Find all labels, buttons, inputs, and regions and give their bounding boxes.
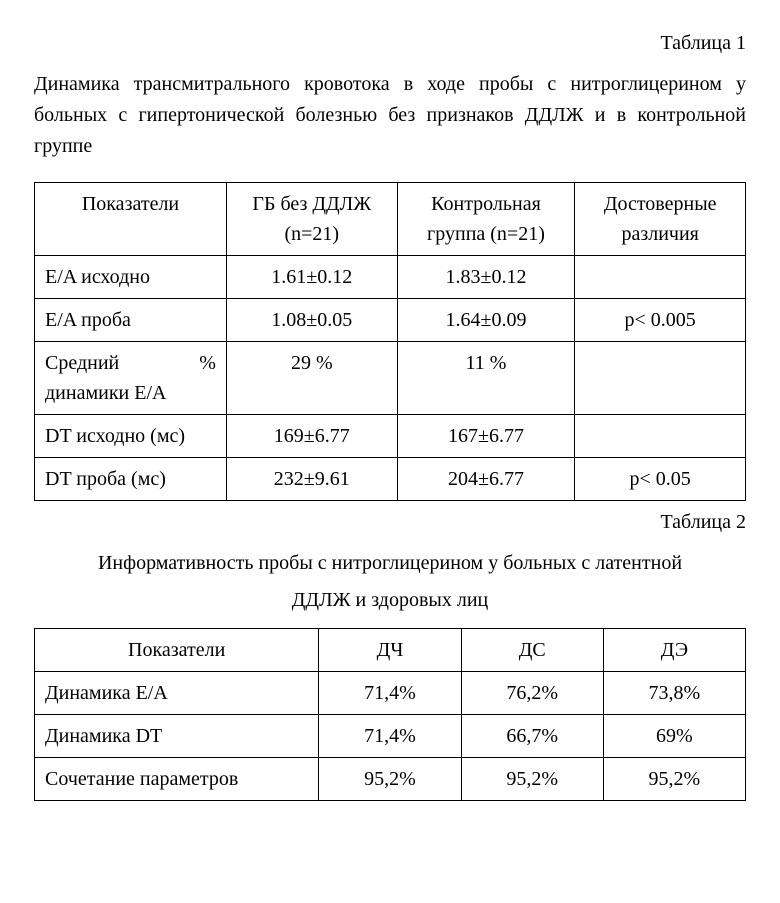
table1-col-header: Контрольная группа (n=21): [397, 183, 575, 256]
table1-cell-param: DT исходно (мc): [35, 415, 227, 458]
table-row: E/A проба 1.08±0.05 1.64±0.09 p< 0.005: [35, 299, 746, 342]
table2-cell-value: 95,2%: [461, 758, 603, 801]
table1-cell-value: 204±6.77: [397, 458, 575, 501]
table2-cell-value: 76,2%: [461, 672, 603, 715]
table1-cell-value: [575, 256, 746, 299]
table1-cell-value: 232±9.61: [226, 458, 397, 501]
table2-description-line2: ДДЛЖ и здоровых лиц: [34, 585, 746, 616]
table2-cell-value: 73,8%: [603, 672, 745, 715]
table1: Показатели ГБ без ДДЛЖ (n=21) Контрольна…: [34, 182, 746, 501]
table2-cell-param: Сочетание параметров: [35, 758, 319, 801]
table2-cell-param: Динамика E/A: [35, 672, 319, 715]
table1-cell-value: 169±6.77: [226, 415, 397, 458]
table1-cell-value: 11 %: [397, 342, 575, 415]
table1-cell-param-part: Средний: [45, 348, 119, 378]
table1-cell-value: p< 0.005: [575, 299, 746, 342]
table2-col-header: ДЭ: [603, 629, 745, 672]
table1-cell-value: 29 %: [226, 342, 397, 415]
table-row: DT исходно (мc) 169±6.77 167±6.77: [35, 415, 746, 458]
table1-cell-param: E/A исходно: [35, 256, 227, 299]
table-row: E/A исходно 1.61±0.12 1.83±0.12: [35, 256, 746, 299]
table1-cell-param: Средний % динамики E/A: [35, 342, 227, 415]
table1-cell-param-part: %: [199, 348, 216, 378]
table1-cell-value: [575, 342, 746, 415]
table1-col-header: Достоверные различия: [575, 183, 746, 256]
table2-description-line1: Информативность пробы с нитроглицерином …: [34, 548, 746, 579]
table1-header-row: Показатели ГБ без ДДЛЖ (n=21) Контрольна…: [35, 183, 746, 256]
table-row: Средний % динамики E/A 29 % 11 %: [35, 342, 746, 415]
table2-cell-param: Динамика DT: [35, 715, 319, 758]
table1-cell-param: DT проба (мc): [35, 458, 227, 501]
table1-label: Таблица 1: [34, 28, 746, 59]
table1-cell-param: E/A проба: [35, 299, 227, 342]
table1-cell-value: 1.61±0.12: [226, 256, 397, 299]
table2-cell-value: 69%: [603, 715, 745, 758]
table2-label: Таблица 2: [34, 507, 746, 538]
table1-cell-value: 1.83±0.12: [397, 256, 575, 299]
table1-cell-value: 167±6.77: [397, 415, 575, 458]
table2-cell-value: 66,7%: [461, 715, 603, 758]
table1-cell-value: 1.64±0.09: [397, 299, 575, 342]
table-row: Сочетание параметров 95,2% 95,2% 95,2%: [35, 758, 746, 801]
table2-cell-value: 95,2%: [603, 758, 745, 801]
table1-cell-value: [575, 415, 746, 458]
table2-header-row: Показатели ДЧ ДС ДЭ: [35, 629, 746, 672]
table2-col-header: ДС: [461, 629, 603, 672]
table2: Показатели ДЧ ДС ДЭ Динамика E/A 71,4% 7…: [34, 628, 746, 801]
table-row: Динамика E/A 71,4% 76,2% 73,8%: [35, 672, 746, 715]
table2-col-header: ДЧ: [319, 629, 461, 672]
table-row: Динамика DT 71,4% 66,7% 69%: [35, 715, 746, 758]
table1-description: Динамика трансмитрального кровотока в хо…: [34, 69, 746, 162]
table2-col-header: Показатели: [35, 629, 319, 672]
table2-cell-value: 71,4%: [319, 672, 461, 715]
table1-cell-value: 1.08±0.05: [226, 299, 397, 342]
table2-cell-value: 95,2%: [319, 758, 461, 801]
table2-cell-value: 71,4%: [319, 715, 461, 758]
table1-cell-value: p< 0.05: [575, 458, 746, 501]
table1-cell-param-line2: динамики E/A: [45, 378, 216, 408]
table-row: DT проба (мc) 232±9.61 204±6.77 p< 0.05: [35, 458, 746, 501]
table1-col-header: Показатели: [35, 183, 227, 256]
table1-col-header: ГБ без ДДЛЖ (n=21): [226, 183, 397, 256]
